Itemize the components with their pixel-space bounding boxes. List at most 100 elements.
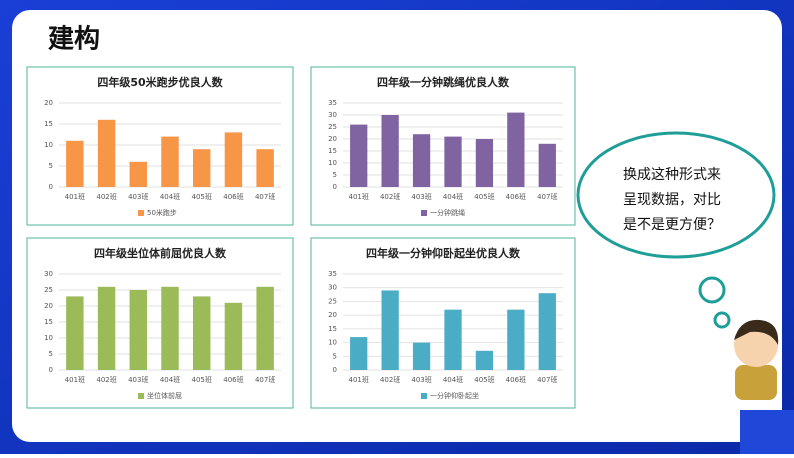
y-tick-label: 30 [328,111,337,119]
slide-title: 建构 [48,25,100,55]
bar [224,132,243,187]
chart-title: 四年级一分钟仰卧起坐优良人数 [366,246,521,260]
x-tick-label: 407班 [537,375,557,384]
bar [444,136,462,187]
bubble-line: 呈现数据，对比 [623,192,721,208]
bar [97,119,116,187]
x-tick-label: 407班 [537,192,557,201]
y-tick-label: 0 [49,183,53,191]
x-tick-label: 405班 [474,375,494,384]
bar [412,342,431,370]
corner-decoration [740,410,794,454]
y-tick-label: 10 [328,159,337,167]
y-tick-label: 20 [328,311,337,319]
y-tick-label: 15 [44,120,53,128]
y-tick-label: 20 [328,135,337,143]
chart-title: 四年级一分钟跳绳优良人数 [377,75,510,89]
x-tick-label: 402班 [380,375,400,384]
y-tick-label: 30 [44,270,53,278]
x-tick-label: 405班 [192,375,212,384]
chart-title: 四年级坐位体前屈优良人数 [94,246,227,260]
x-tick-label: 406班 [506,192,526,201]
bar [161,286,179,370]
chart-frame [310,237,576,409]
x-tick-label: 405班 [474,192,494,201]
bar [256,149,274,187]
x-tick-label: 403班 [128,192,148,201]
y-tick-label: 25 [328,297,337,305]
bar [224,302,243,370]
cartoon-boy [734,319,779,400]
chart-title: 四年级50米跑步优良人数 [97,75,223,89]
thought-bubble: 换成这种形式来 呈现数据，对比 是不是更方便？ [576,131,776,329]
x-tick-label: 403班 [411,375,431,384]
y-tick-label: 25 [44,286,53,294]
x-tick-label: 403班 [411,192,431,201]
bar [538,293,556,370]
legend-swatch [421,393,427,399]
x-tick-label: 401班 [349,192,369,201]
x-tick-label: 406班 [223,375,243,384]
bar [444,309,462,370]
bar [381,290,399,370]
x-tick-label: 404班 [443,192,463,201]
y-tick-label: 15 [328,147,337,155]
y-tick-label: 20 [44,99,53,107]
y-tick-label: 10 [44,141,53,149]
x-tick-label: 402班 [96,192,116,201]
bar [350,337,368,370]
y-tick-label: 15 [328,325,337,333]
bubble-line: 换成这种形式来 [623,166,721,183]
bar [129,290,148,370]
x-tick-label: 406班 [223,192,243,201]
bar [412,134,431,187]
y-tick-label: 20 [44,302,53,310]
bar [97,286,116,370]
y-tick-label: 5 [49,350,53,358]
y-tick-label: 35 [328,99,337,107]
x-tick-label: 407班 [255,192,275,201]
y-tick-label: 25 [328,123,337,131]
y-tick-label: 0 [333,366,337,374]
y-tick-label: 5 [333,352,337,360]
x-tick-label: 401班 [65,375,85,384]
legend-label: 一分钟仰卧起坐 [430,391,479,400]
bar [161,136,179,187]
bar [192,149,211,187]
x-tick-label: 406班 [506,375,526,384]
y-tick-label: 15 [44,318,53,326]
y-tick-label: 30 [328,284,337,292]
bar [350,124,368,187]
legend-swatch [138,393,144,399]
bar [256,286,274,370]
bar [507,309,525,370]
x-tick-label: 402班 [380,192,400,201]
bar [475,139,494,187]
y-tick-label: 10 [44,334,53,342]
x-tick-label: 402班 [96,375,116,384]
bar [192,296,211,370]
x-tick-label: 404班 [443,375,463,384]
bar [475,350,494,370]
x-tick-label: 403班 [128,375,148,384]
bar [381,115,399,187]
bar [538,143,556,187]
x-tick-label: 404班 [160,375,180,384]
legend-label: 坐位体前屈 [147,391,182,400]
x-tick-label: 404班 [160,192,180,201]
bar [66,140,84,187]
legend-label: 一分钟跳绳 [430,208,465,217]
y-tick-label: 10 [328,339,337,347]
y-tick-label: 0 [333,183,337,191]
bar [507,112,525,187]
bubble-line: 是不是更方便？ [623,217,721,233]
legend-swatch [138,210,144,216]
legend-label: 50米跑步 [147,208,177,217]
x-tick-label: 407班 [255,375,275,384]
y-tick-label: 35 [328,270,337,278]
y-tick-label: 0 [49,366,53,374]
legend-swatch [421,210,427,216]
y-tick-label: 5 [333,171,337,179]
bar [129,161,148,187]
